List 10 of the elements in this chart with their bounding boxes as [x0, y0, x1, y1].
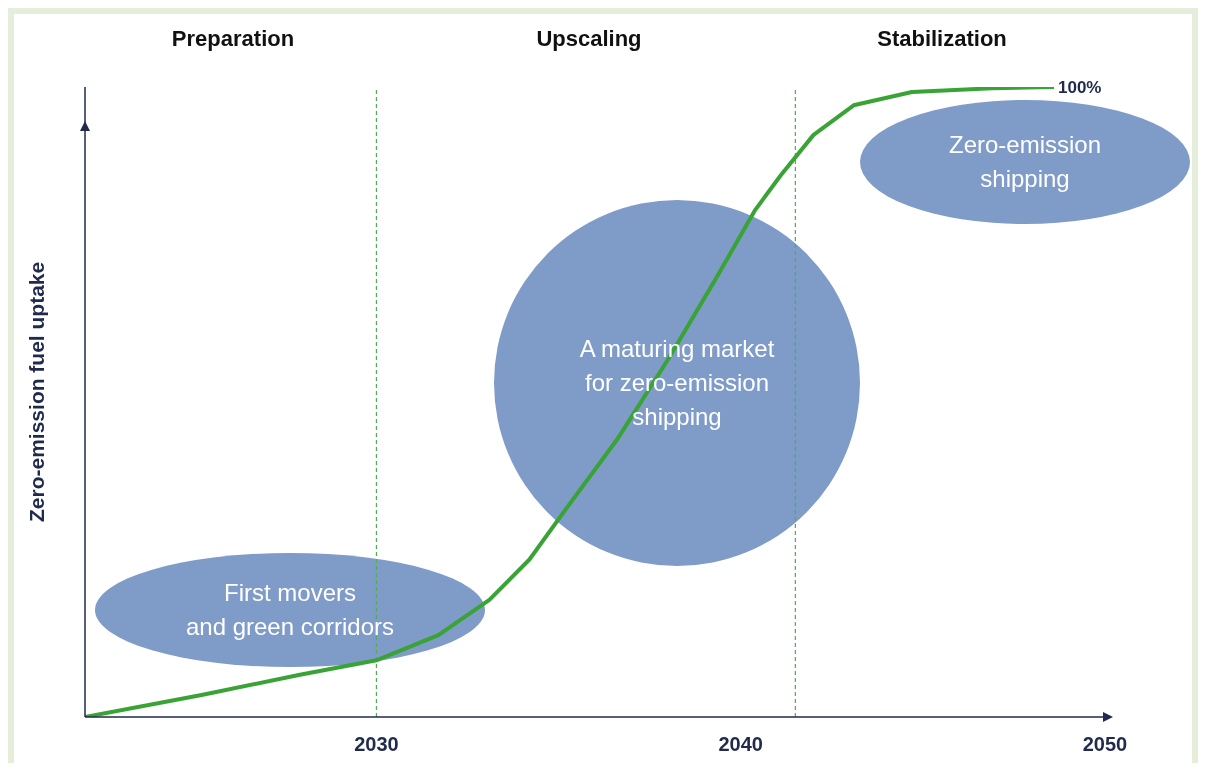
text: Upscaling	[536, 26, 642, 51]
x-tick-label: 2040	[718, 733, 763, 756]
text: Preparation	[171, 26, 295, 51]
annotation: First movers and green corridors	[185, 579, 395, 640]
y-axis-title: Zero-emission fuel uptake	[25, 261, 49, 522]
annotation: Zero-emission shipping	[948, 131, 1102, 192]
x-tick-label: 2030	[354, 733, 399, 756]
x-tick-label: 2050	[1082, 733, 1128, 756]
data-label: 100%	[1058, 78, 1102, 97]
text: Stabilization	[877, 26, 1007, 51]
